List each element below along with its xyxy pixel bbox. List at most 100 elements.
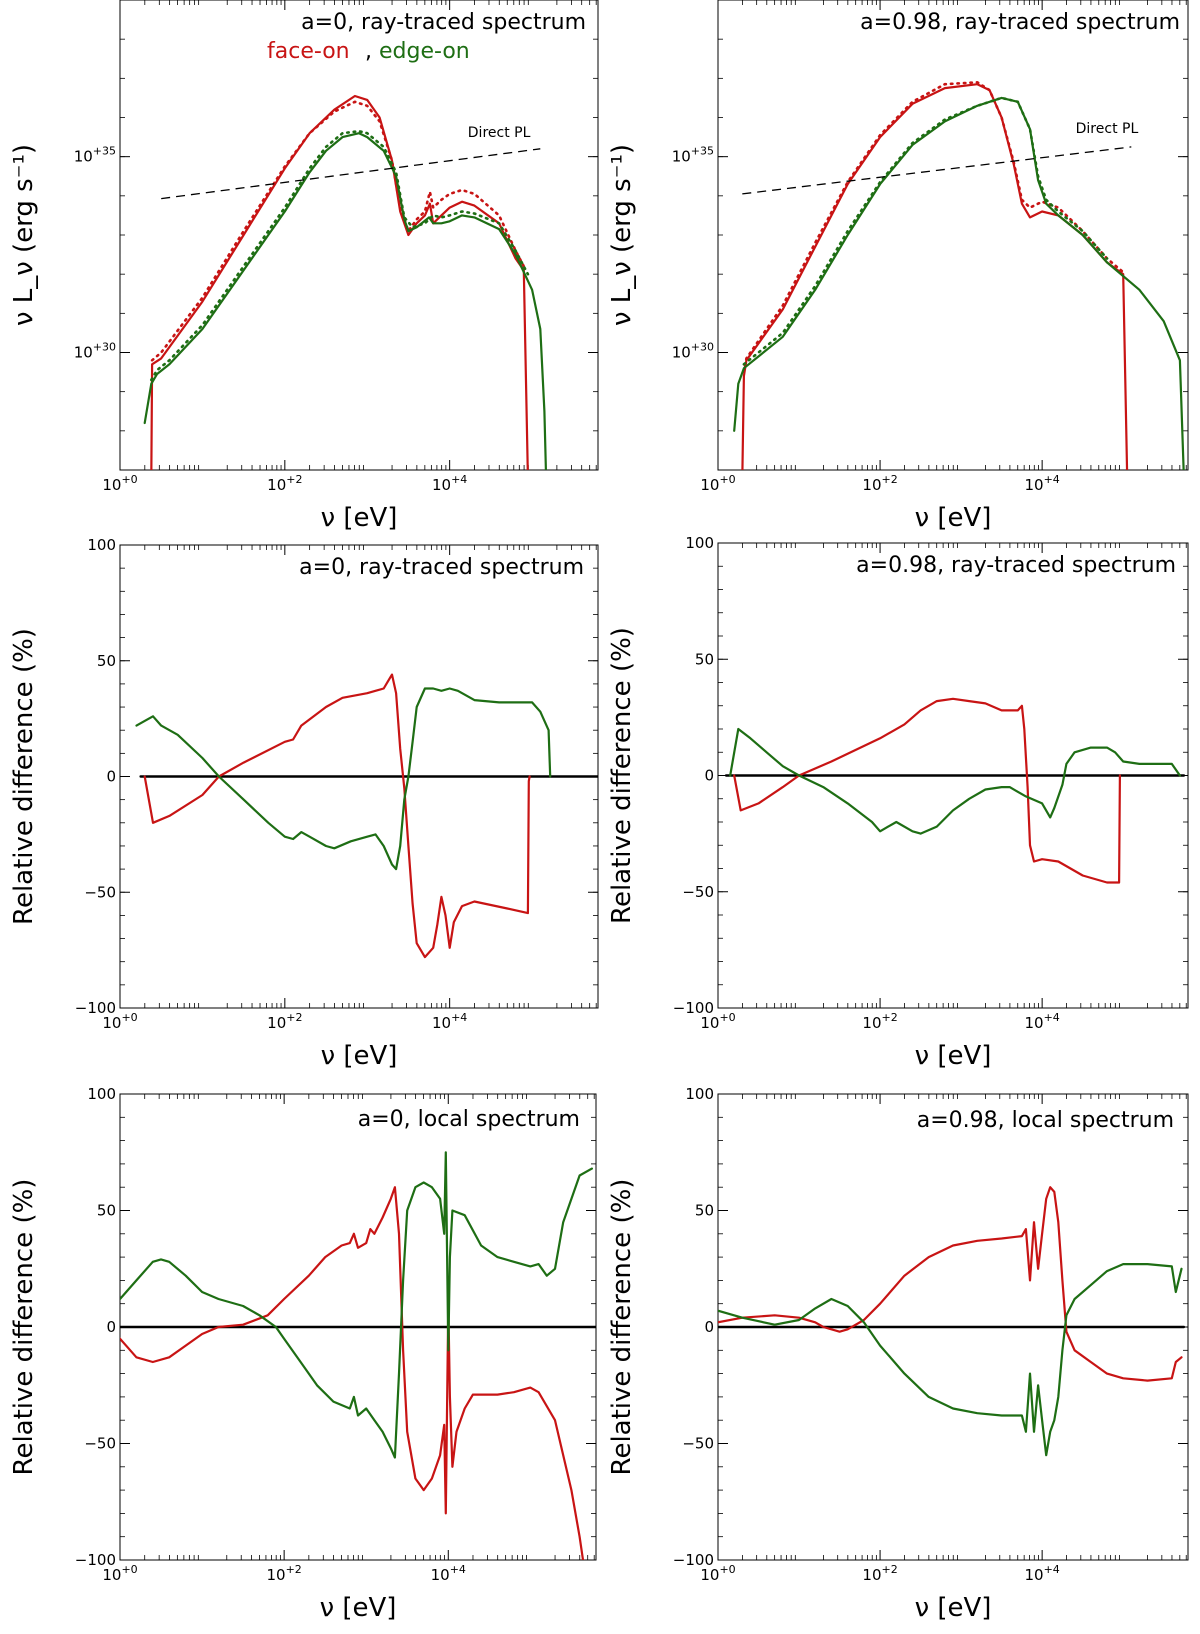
- y-axis-label: ν L_ν (erg s⁻¹): [607, 144, 637, 326]
- y-tick-label: 50: [695, 650, 714, 668]
- y-axis-label: Relative difference (%): [607, 1179, 637, 1476]
- series-group: [718, 1186, 1186, 1457]
- y-axis-label: Relative difference (%): [9, 1179, 39, 1476]
- y-tick-label: −50: [682, 1435, 714, 1453]
- series-line-face-on-dotted: [742, 81, 1125, 374]
- y-tick-label: 0: [704, 767, 714, 785]
- y-tick-label: −50: [682, 883, 714, 901]
- series-group: [143, 94, 548, 470]
- y-tick-label: 100: [685, 534, 714, 552]
- y-tick-label: 100: [685, 1085, 714, 1103]
- series-line-face-on: [741, 83, 1129, 470]
- series-line-edge-on: [733, 96, 1185, 470]
- y-tick-label: 50: [695, 1202, 714, 1220]
- x-tick-label: 10+2: [267, 473, 302, 494]
- y-tick-label: −100: [673, 1551, 714, 1569]
- y-axis-label: Relative difference (%): [9, 628, 39, 925]
- y-tick-label: 0: [704, 1318, 714, 1336]
- x-axis-label: ν [eV]: [321, 1041, 398, 1071]
- series-group: [120, 1151, 596, 1560]
- panel-annotation: a=0, local spectrum: [358, 1107, 580, 1132]
- series-line-face-on: [120, 1186, 585, 1560]
- series-line-face-on: [733, 697, 1121, 884]
- x-tick-label: 10+4: [432, 1011, 467, 1032]
- series-line-edge-on-dotted: [742, 96, 1109, 366]
- y-tick-label: 10+35: [74, 145, 116, 166]
- x-minor-ticks: [144, 1094, 595, 1560]
- x-tick-label: 10+2: [267, 1011, 302, 1032]
- legend-edge-on: edge-on: [379, 39, 470, 64]
- x-minor-ticks: [741, 0, 1187, 470]
- series-line-face-on: [718, 1186, 1183, 1382]
- y-tick-label: 100: [87, 536, 116, 554]
- x-axis-label: ν [eV]: [320, 1593, 397, 1623]
- legend-comma: ,: [365, 39, 372, 64]
- x-tick-label: 10+2: [266, 1563, 301, 1584]
- chart-panel-middle-left: 10+0 10+2 10+4 −100 −50 0 50 100 ν [eV] Relative …: [9, 536, 599, 1071]
- y-tick-label: 50: [97, 1202, 116, 1220]
- y-axis-label: ν L_ν (erg s⁻¹): [9, 144, 39, 326]
- y-tick-label: 0: [106, 768, 116, 786]
- x-tick-label: 10+4: [1024, 1011, 1059, 1032]
- y-tick-label: 0: [106, 1318, 116, 1336]
- x-minor-ticks: [741, 1094, 1187, 1560]
- x-axis-label: ν [eV]: [915, 1593, 992, 1623]
- series-group: [733, 81, 1185, 470]
- direct-pl-label: Direct PL: [468, 125, 531, 141]
- panel-annotation: a=0.98, ray-traced spectrum: [856, 553, 1176, 578]
- x-tick-label: 10+4: [432, 473, 467, 494]
- x-tick-label: 10+0: [102, 1011, 137, 1032]
- series-line-Direct-PL: [161, 148, 541, 200]
- x-tick-label: 10+0: [102, 1563, 137, 1584]
- x-minor-ticks: [144, 0, 597, 470]
- y-tick-label: −100: [75, 1551, 116, 1569]
- chart-panel-bottom-right: 10+0 10+2 10+4 −100 −50 0 50 100 ν [eV] Relative …: [607, 1085, 1189, 1623]
- x-minor-ticks: [144, 545, 597, 1008]
- y-axis-label: Relative difference (%): [607, 627, 637, 924]
- x-axis-label: ν [eV]: [321, 503, 398, 533]
- x-tick-label: 10+4: [431, 1563, 466, 1584]
- x-tick-label: 10+0: [700, 473, 735, 494]
- x-tick-label: 10+4: [1024, 1563, 1059, 1584]
- y-tick-label: 50: [97, 652, 116, 670]
- x-tick-label: 10+4: [1024, 473, 1059, 494]
- series-line-edge-on: [120, 1151, 593, 1459]
- x-tick-label: 10+2: [862, 1563, 897, 1584]
- legend-face-on: face-on: [267, 39, 350, 64]
- x-tick-label: 10+0: [700, 1011, 735, 1032]
- direct-pl-label: Direct PL: [1076, 121, 1139, 137]
- x-axis-label: ν [eV]: [915, 1041, 992, 1071]
- chart-panel-top-right: 10+0 10+2 10+4 10+30 10+35 Direct PL ν [eV] ν L…: [607, 0, 1189, 533]
- chart-panel-middle-right: 10+0 10+2 10+4 −100 −50 0 50 100 ν [eV] Relative …: [607, 534, 1189, 1071]
- series-line-edge-on: [143, 132, 548, 470]
- y-tick-label: 10+30: [672, 341, 714, 362]
- y-tick-label: −100: [75, 999, 116, 1017]
- y-tick-label: 10+35: [672, 145, 714, 166]
- series-line-edge-on-dotted: [150, 129, 530, 382]
- panel-annotation: a=0.98, local spectrum: [917, 1108, 1174, 1133]
- x-tick-label: 10+0: [102, 473, 137, 494]
- y-tick-label: −50: [84, 1435, 116, 1453]
- series-line-edge-on: [718, 1263, 1183, 1457]
- x-minor-ticks: [741, 543, 1187, 1008]
- x-axis-label: ν [eV]: [915, 503, 992, 533]
- series-line-face-on: [150, 94, 529, 470]
- series-group: [724, 697, 1186, 884]
- plot-frame: [717, 0, 1189, 471]
- series-group: [135, 673, 598, 959]
- panel-annotation: a=0.98, ray-traced spectrum: [860, 10, 1180, 35]
- y-tick-label: 10+30: [74, 341, 116, 362]
- chart-panel-top-left: 10+0 10+2 10+4 10+30 10+35 Direct PL ν [eV] ν L…: [9, 0, 599, 533]
- y-tick-label: 100: [87, 1085, 116, 1103]
- x-tick-label: 10+2: [862, 1011, 897, 1032]
- chart-panel-bottom-left: 10+0 10+2 10+4 −100 −50 0 50 100 ν [eV] Relative …: [9, 1085, 597, 1623]
- series-line-edge-on: [729, 727, 1181, 835]
- panel-annotation: a=0, ray-traced spectrum: [301, 10, 586, 35]
- x-tick-label: 10+2: [862, 473, 897, 494]
- y-minor-ticks: [718, 0, 1188, 471]
- x-tick-label: 10+0: [700, 1563, 735, 1584]
- series-line-Direct-PL: [742, 146, 1132, 195]
- series-line-face-on: [143, 673, 531, 959]
- y-tick-label: −50: [84, 883, 116, 901]
